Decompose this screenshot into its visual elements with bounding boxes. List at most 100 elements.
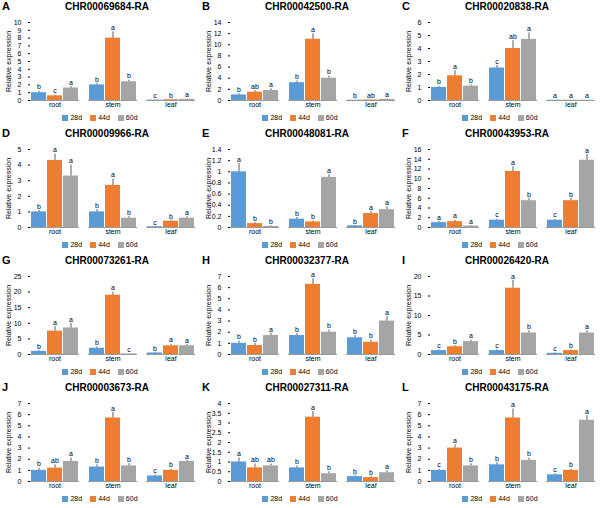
svg-text:20: 20: [14, 288, 22, 295]
svg-text:a: a: [385, 91, 389, 98]
svg-text:Relative expression: Relative expression: [5, 412, 13, 473]
svg-text:b: b: [95, 457, 99, 464]
svg-text:b: b: [169, 461, 173, 468]
svg-text:Relative expression: Relative expression: [205, 285, 213, 346]
svg-text:root: root: [449, 228, 461, 235]
svg-text:stem: stem: [105, 101, 120, 108]
svg-text:a: a: [111, 284, 115, 291]
svg-text:b: b: [295, 73, 299, 80]
svg-text:root: root: [49, 101, 61, 108]
svg-text:5: 5: [418, 422, 422, 429]
svg-text:Relative expression: Relative expression: [405, 412, 413, 473]
svg-text:a: a: [69, 450, 73, 457]
svg-text:leaf: leaf: [165, 228, 176, 235]
svg-text:3: 3: [418, 444, 422, 451]
svg-text:root: root: [49, 482, 61, 489]
svg-text:a: a: [569, 92, 573, 99]
svg-text:0: 0: [218, 478, 222, 485]
svg-text:5: 5: [18, 146, 22, 153]
svg-text:a: a: [185, 453, 189, 460]
svg-text:1.5: 1.5: [212, 448, 222, 455]
svg-text:a: a: [385, 309, 389, 316]
svg-text:0: 0: [418, 478, 422, 485]
svg-text:Relative expression: Relative expression: [5, 285, 13, 346]
svg-text:4: 4: [18, 66, 22, 73]
svg-text:a: a: [437, 214, 441, 221]
svg-text:a: a: [53, 146, 57, 153]
svg-text:6: 6: [418, 19, 422, 26]
svg-text:a: a: [185, 91, 189, 98]
svg-text:a: a: [69, 79, 73, 86]
svg-text:3: 3: [418, 58, 422, 65]
svg-text:Relative expression: Relative expression: [205, 158, 213, 219]
svg-text:8: 8: [418, 185, 422, 192]
svg-text:stem: stem: [305, 482, 320, 489]
svg-text:c: c: [127, 346, 131, 353]
svg-text:12: 12: [414, 165, 422, 172]
svg-text:9: 9: [18, 27, 22, 34]
svg-text:4: 4: [418, 433, 422, 440]
svg-text:0: 0: [418, 97, 422, 104]
svg-text:stem: stem: [505, 228, 520, 235]
svg-text:0: 0: [218, 224, 222, 231]
svg-text:Relative expression: Relative expression: [405, 31, 413, 92]
svg-text:b: b: [453, 338, 457, 345]
svg-text:Relative expression: Relative expression: [405, 285, 413, 346]
svg-text:3: 3: [18, 73, 22, 80]
svg-text:c: c: [437, 461, 441, 468]
svg-text:b: b: [327, 464, 331, 471]
svg-text:2.5: 2.5: [212, 429, 222, 436]
svg-text:a: a: [69, 316, 73, 323]
svg-text:ab: ab: [251, 83, 259, 90]
svg-text:b: b: [569, 190, 573, 197]
svg-text:c: c: [437, 342, 441, 349]
svg-text:a: a: [585, 408, 589, 415]
svg-text:a: a: [385, 199, 389, 206]
svg-text:b: b: [169, 213, 173, 220]
svg-text:b: b: [95, 76, 99, 83]
svg-text:root: root: [249, 355, 261, 362]
svg-text:b: b: [295, 326, 299, 333]
svg-text:a: a: [69, 157, 73, 164]
svg-text:7: 7: [218, 273, 222, 280]
svg-text:stem: stem: [105, 355, 120, 362]
svg-text:root: root: [449, 101, 461, 108]
svg-text:0.4: 0.4: [212, 201, 222, 208]
svg-text:leaf: leaf: [365, 101, 376, 108]
svg-text:leaf: leaf: [565, 101, 576, 108]
svg-text:Relative expression: Relative expression: [5, 158, 13, 219]
svg-text:0.5: 0.5: [212, 468, 222, 475]
svg-text:a: a: [311, 271, 315, 278]
svg-text:a: a: [237, 156, 241, 163]
svg-text:3: 3: [218, 419, 222, 426]
svg-text:b: b: [527, 190, 531, 197]
svg-text:leaf: leaf: [565, 355, 576, 362]
svg-text:a: a: [111, 171, 115, 178]
svg-text:stem: stem: [305, 228, 320, 235]
svg-text:b: b: [37, 83, 41, 90]
svg-text:14: 14: [414, 155, 422, 162]
svg-text:b: b: [253, 215, 257, 222]
svg-text:stem: stem: [505, 355, 520, 362]
svg-text:2: 2: [218, 439, 222, 446]
svg-text:stem: stem: [505, 101, 520, 108]
svg-text:16: 16: [414, 146, 422, 153]
svg-text:5: 5: [18, 58, 22, 65]
svg-text:8: 8: [218, 52, 222, 59]
svg-text:10: 10: [14, 320, 22, 327]
svg-text:0: 0: [218, 97, 222, 104]
svg-text:root: root: [249, 101, 261, 108]
svg-text:stem: stem: [305, 355, 320, 362]
svg-text:a: a: [453, 63, 457, 70]
svg-text:b: b: [269, 218, 273, 225]
svg-text:0: 0: [418, 224, 422, 231]
svg-text:4: 4: [218, 400, 222, 407]
svg-text:b: b: [469, 456, 473, 463]
svg-text:a: a: [237, 450, 241, 457]
svg-text:1.2: 1.2: [212, 157, 222, 164]
svg-text:b: b: [353, 218, 357, 225]
svg-text:a: a: [269, 326, 273, 333]
svg-text:a: a: [369, 204, 373, 211]
svg-text:6: 6: [218, 63, 222, 70]
svg-text:a: a: [53, 319, 57, 326]
